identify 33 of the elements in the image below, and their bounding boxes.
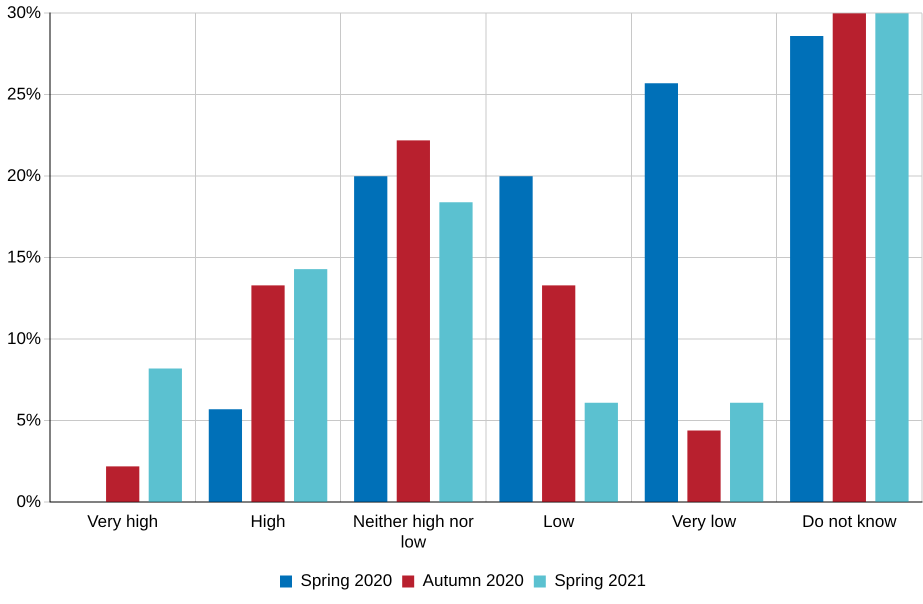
bar [106,466,140,502]
legend-label: Spring 2021 [554,571,646,590]
y-tick-label: 20% [6,166,42,185]
bar [251,285,285,502]
y-tick-label: 5% [16,410,42,430]
bar [148,368,182,502]
y-tick-label: 25% [6,84,42,104]
y-tick-label: 0% [16,492,42,511]
bar [687,430,721,502]
bar [644,83,678,502]
bar [584,402,618,502]
bar [790,36,824,502]
bar [439,202,473,502]
bar [499,176,533,502]
legend-label: Spring 2020 [300,571,392,590]
x-tick-label: Neither high nor low [352,512,474,552]
x-tick-label: Very low [672,512,737,532]
y-tick-label: 15% [6,247,42,266]
x-tick-label: High [250,512,286,532]
bar [875,13,909,502]
legend-label: Autumn 2020 [422,571,524,590]
bar [354,176,388,502]
bar [294,269,328,502]
bar [730,402,764,502]
bar [396,140,430,502]
x-tick-label: Low [543,512,575,532]
x-tick-label: Do not know [802,512,898,532]
bar [542,285,576,502]
y-tick-label: 30% [6,2,42,22]
bar [832,13,866,502]
x-tick-label: Very high [87,512,158,532]
bar [208,409,242,502]
y-tick-label: 10% [6,328,42,348]
